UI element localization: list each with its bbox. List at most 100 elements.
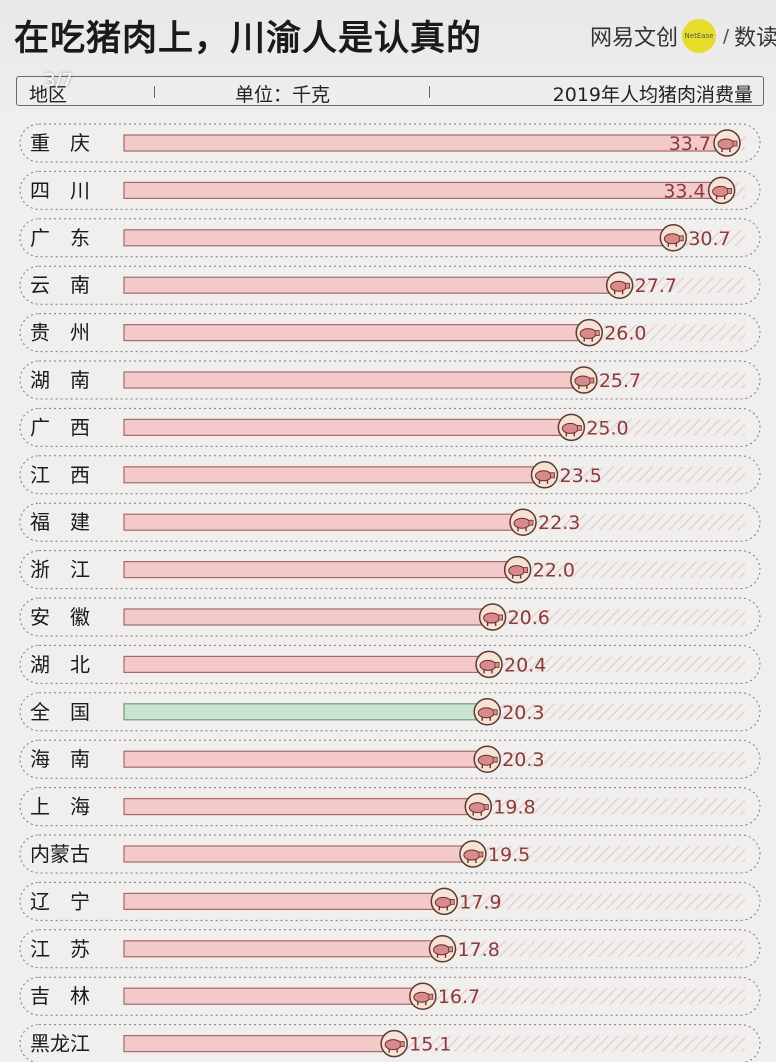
pig-icon: [430, 887, 459, 916]
row-outline: [19, 787, 761, 827]
bar: [123, 940, 444, 958]
hatch-track: [442, 940, 745, 957]
data-label: 17.8: [457, 939, 499, 961]
data-label: 33.7: [669, 133, 711, 155]
netease-logo: 网易文创 NetEase / 数读: [590, 18, 776, 54]
bar-row: 湖 南 25.7: [19, 360, 761, 400]
top-shade: [0, 0, 776, 120]
data-label: 30.7: [688, 228, 730, 250]
pig-icon: [659, 224, 688, 252]
data-label: 16.7: [438, 986, 480, 1008]
hatch-track: [487, 751, 745, 768]
data-label: 15.1: [409, 1034, 451, 1056]
pig-icon: [575, 318, 603, 347]
category-label: 四 川: [30, 178, 90, 202]
pig-icon: [530, 461, 559, 489]
row-outline: [19, 929, 761, 969]
data-label: 20.6: [508, 607, 550, 629]
row-outline: [19, 881, 761, 921]
category-label: 吉 林: [30, 984, 90, 1008]
data-label: 19.8: [493, 797, 535, 819]
pig-icon: [380, 1029, 408, 1058]
data-label: 27.7: [635, 275, 677, 297]
bar: [123, 513, 524, 531]
bar-row: 黑龙江 15.1: [19, 1024, 761, 1062]
row-outline: [19, 976, 761, 1016]
data-label: 20.3: [502, 702, 544, 724]
logo-right-text: 数读: [734, 26, 776, 51]
row-outline: [19, 502, 761, 542]
bar: [123, 608, 494, 626]
data-label: 19.5: [488, 844, 530, 866]
bar: [123, 655, 490, 674]
bar: [123, 276, 621, 294]
data-label: 25.0: [586, 417, 628, 439]
data-label: 20.4: [504, 654, 546, 676]
data-label: 23.5: [559, 465, 601, 487]
category-label: 重 庆: [30, 131, 90, 155]
row-outline: [19, 739, 761, 779]
bar: [123, 181, 723, 199]
bar: [123, 134, 728, 152]
bar-row: 辽 宁 17.9: [19, 881, 761, 921]
pig-icon: [459, 840, 487, 868]
bar-row: 广 东 30.7: [19, 218, 761, 258]
category-label: 广 西: [30, 415, 90, 439]
bar-row: 江 西 23.5: [19, 455, 761, 495]
bar: [123, 797, 479, 816]
pig-icon: [503, 555, 532, 584]
row-outline: [19, 123, 761, 163]
header-divider: [429, 86, 430, 98]
row-outline: [19, 313, 761, 353]
logo-slash: /: [723, 25, 730, 47]
data-label: 20.3: [502, 749, 544, 771]
pig-icon: [473, 745, 501, 773]
bar-row: 江 苏 17.8: [19, 929, 761, 969]
category-label: 福 建: [30, 510, 90, 534]
header-divider: [154, 86, 155, 98]
page-indicator: 3/7: [44, 70, 73, 91]
category-label: 海 南: [30, 747, 90, 771]
category-label: 安 徽: [30, 605, 90, 629]
data-label: 22.3: [538, 512, 580, 534]
pig-icon: [707, 176, 736, 205]
row-outline: [19, 407, 761, 447]
row-outline: [19, 597, 761, 637]
header-region: 地区: [29, 84, 68, 106]
row-outline: [19, 550, 761, 590]
pig-icon: [570, 366, 598, 394]
row-outline: [19, 455, 761, 495]
bar-row: 安 徽 20.6: [19, 597, 761, 637]
bar: [123, 892, 445, 911]
header-unit: 单位：千克: [235, 84, 331, 106]
category-label: 广 东: [30, 226, 90, 250]
row-outline: [19, 692, 761, 732]
category-label: 黑龙江: [30, 1032, 90, 1056]
data-label: 22.0: [533, 560, 575, 582]
column-header: 地区 单位：千克 2019年人均猪肉消费量: [16, 76, 764, 106]
hatch-track: [487, 703, 745, 720]
bar-row: 全 国 20.3: [19, 692, 761, 732]
bar: [123, 324, 590, 342]
row-outline: [19, 170, 761, 210]
pig-icon: [409, 982, 437, 1010]
pig-icon: [428, 935, 457, 963]
data-label: 33.4: [663, 180, 705, 202]
hatch-track: [444, 893, 745, 910]
category-label: 上 海: [30, 795, 90, 819]
category-label: 内蒙古: [30, 842, 90, 866]
pig-icon: [713, 129, 741, 157]
row-outline: [19, 218, 761, 258]
pig-icon: [605, 271, 634, 299]
hatch-track: [517, 561, 745, 578]
hatch-track: [489, 656, 745, 673]
row-outline: [19, 834, 761, 874]
hatch-track: [583, 372, 745, 388]
hatch-track: [619, 277, 745, 294]
category-label: 贵 州: [30, 321, 90, 345]
pig-icon: [473, 698, 501, 726]
hatch-track: [544, 466, 745, 483]
bar: [123, 1034, 395, 1053]
data-label: 25.7: [599, 370, 641, 392]
